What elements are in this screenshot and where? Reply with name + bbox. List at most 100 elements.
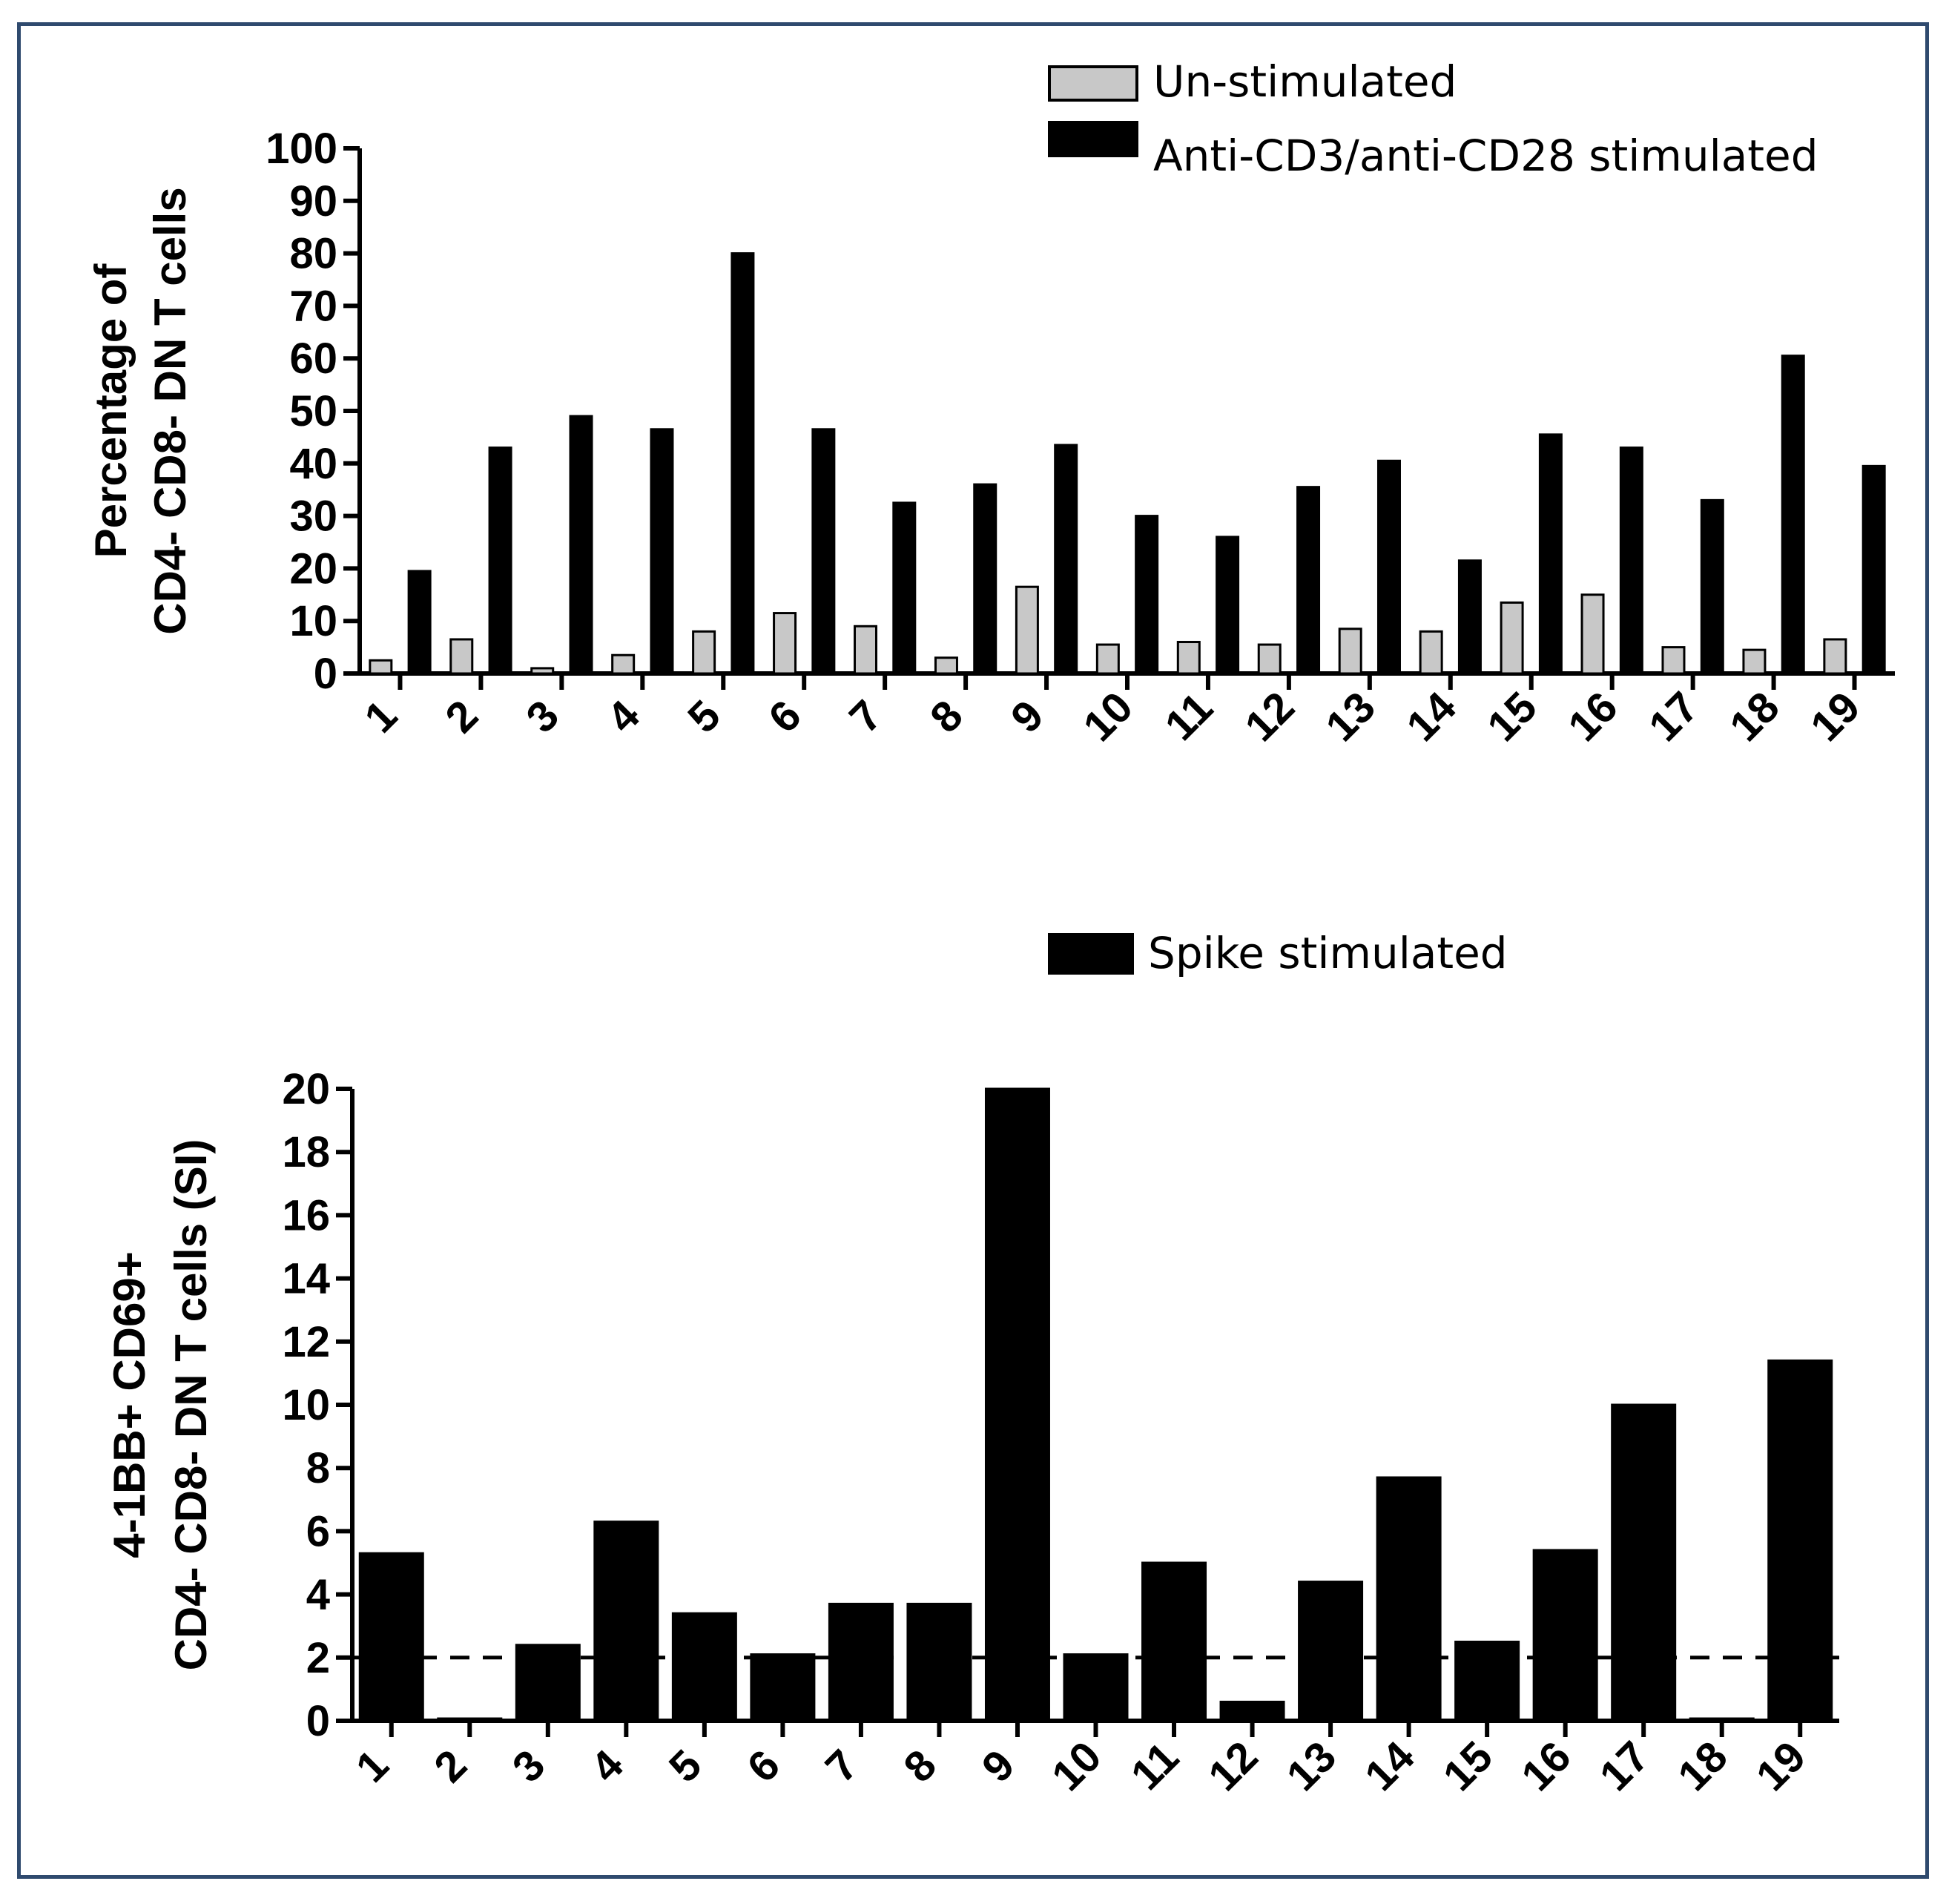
bar [692,630,716,675]
bar [984,1087,1050,1722]
bar [1219,1700,1285,1722]
bar [1376,459,1401,675]
y-tick-label: 0 [314,650,337,698]
bar [437,1717,503,1722]
x-tick-label: 10 [1074,682,1142,751]
y-tick-label: 10 [282,1381,330,1429]
bar [892,501,917,675]
x-tick-label: 11 [1122,1733,1188,1799]
bar [369,659,393,675]
legend-swatch [1048,65,1138,102]
bar [811,428,836,675]
x-tick-label: 4 [581,1741,633,1792]
x-tick-label: 2 [425,1741,476,1792]
x-tick-label: 5 [660,1741,711,1792]
x-tick-label: 7 [817,1741,868,1792]
y-tick-label: 50 [289,387,337,435]
y-tick-label: 60 [289,335,337,383]
y-axis-title: Percentage of [86,263,136,559]
bar [906,1602,972,1722]
bar [569,415,593,675]
bar [1054,444,1078,675]
bar [593,1521,659,1722]
bar [1141,1561,1207,1722]
x-tick-label: 17 [1591,1732,1659,1800]
x-tick-label: 18 [1669,1732,1737,1800]
bar [1457,559,1482,675]
y-tick-label: 80 [289,230,337,278]
y-tick-label: 70 [289,282,337,330]
x-tick-label: 3 [517,691,568,742]
x-tick-label: 15 [1434,1732,1503,1800]
y-tick-label: 2 [306,1634,330,1682]
bar [1500,601,1524,675]
bar [1781,355,1805,675]
y-tick-label: 14 [282,1255,330,1303]
x-tick-label: 7 [840,691,891,742]
x-tick-label: 5 [679,691,730,742]
bar [1095,643,1120,675]
bar [1823,638,1847,675]
bar [1419,630,1443,675]
x-tick-label: 3 [504,1741,555,1792]
x-tick-label: 11 [1155,684,1221,750]
bar [828,1602,894,1722]
x-tick-label: 16 [1512,1732,1580,1800]
x-tick-label: 8 [894,1741,946,1792]
bar [973,483,997,675]
bar [773,612,797,675]
x-tick-label: 13 [1316,682,1385,751]
legend-swatch [1048,121,1138,157]
x-tick-label: 9 [1002,691,1053,742]
bar [854,625,878,675]
bar [407,570,432,675]
bar [1532,1549,1598,1722]
bar [1861,464,1886,675]
bar [1216,536,1240,675]
bar [1176,641,1201,675]
bar [1538,433,1563,675]
bar [1661,646,1686,675]
bar [449,638,474,675]
bar [731,252,755,675]
bar [1296,486,1321,675]
x-tick-label: 16 [1559,682,1627,751]
y-tick-label: 40 [289,440,337,488]
y-tick-label: 20 [289,544,337,593]
y-tick-label: 100 [266,125,337,173]
bar [1689,1717,1755,1722]
x-tick-label: 17 [1640,682,1708,751]
bar [1015,585,1039,675]
bar [1580,593,1605,675]
y-tick-label: 90 [289,177,337,225]
bar [750,1653,816,1722]
x-tick-label: 6 [738,1741,789,1792]
bar [530,667,555,675]
y-tick-label: 30 [289,493,337,541]
x-tick-label: 12 [1236,682,1304,751]
x-tick-label: 19 [1747,1732,1816,1800]
legend-label: Spike stimulated [1148,928,1508,978]
x-tick-label: 18 [1721,682,1789,751]
y-tick-label: 18 [282,1128,330,1176]
x-tick-label: 13 [1277,1732,1345,1800]
x-tick-label: 4 [598,691,649,742]
x-tick-label: 6 [759,691,811,742]
bar [1700,498,1724,675]
y-tick-label: 16 [282,1191,330,1239]
x-tick-label: 8 [921,691,972,742]
y-tick-label: 20 [282,1065,330,1113]
y-tick-label: 4 [306,1571,330,1619]
bar [650,428,674,675]
bar [1619,447,1643,675]
figure-border [17,22,1929,1879]
x-tick-label: 12 [1199,1732,1267,1800]
bar [1742,648,1767,675]
bar [1063,1653,1129,1722]
x-tick-label: 19 [1801,682,1870,751]
bar [1257,643,1282,675]
bar [1338,627,1362,675]
